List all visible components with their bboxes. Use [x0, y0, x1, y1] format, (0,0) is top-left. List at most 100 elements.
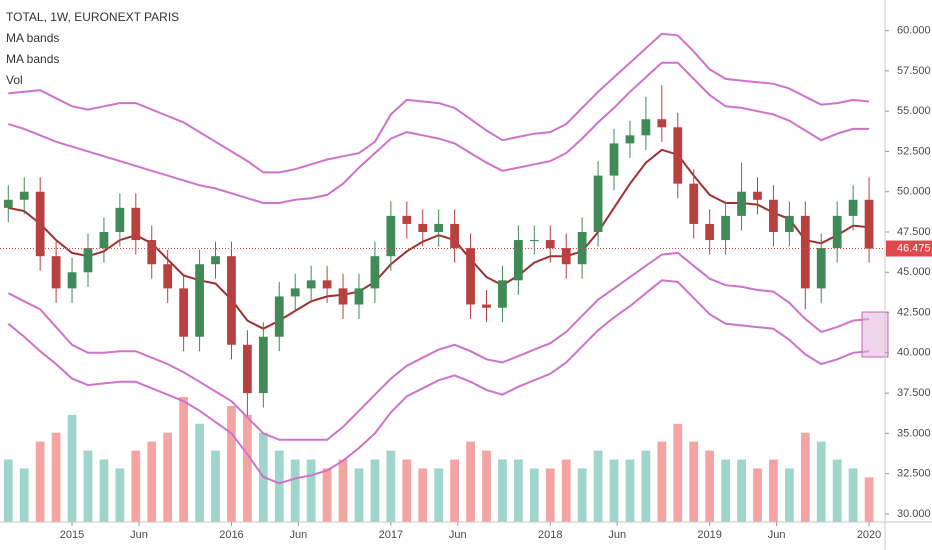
- x-tick-label: 2020: [857, 529, 881, 541]
- last-price-box: [886, 240, 932, 257]
- volume-bar: [83, 450, 93, 522]
- volume-bar: [386, 450, 396, 522]
- candle-body: [83, 248, 93, 273]
- legend-entry: Vol: [6, 73, 23, 87]
- volume-bar: [434, 468, 444, 522]
- candle-body: [386, 215, 396, 257]
- volume-bar: [19, 468, 29, 522]
- x-tick-label: Jun: [768, 529, 786, 541]
- candle-body: [625, 135, 635, 144]
- volume-bar: [163, 432, 173, 522]
- candle-body: [322, 280, 332, 289]
- candle-body: [832, 215, 842, 249]
- candle-body: [258, 336, 268, 394]
- volume-bar: [131, 450, 141, 522]
- volume-bar: [498, 459, 507, 522]
- y-tick-label: 50.000: [897, 186, 931, 198]
- candle-body: [227, 256, 236, 345]
- candle-body: [3, 199, 13, 208]
- candle-body: [290, 288, 300, 297]
- candle-body: [51, 256, 61, 289]
- x-tick-label: 2018: [538, 529, 562, 541]
- volume-bar: [322, 468, 332, 522]
- x-tick-label: Jun: [130, 529, 148, 541]
- candle-body: [769, 199, 778, 232]
- volume-bar: [99, 459, 109, 522]
- candle-body: [370, 256, 380, 289]
- candle-body: [737, 191, 746, 216]
- volume-bar: [625, 459, 635, 522]
- candle-body: [641, 119, 651, 136]
- candle-body: [593, 175, 603, 232]
- candle-body: [705, 223, 715, 241]
- volume-bar: [370, 459, 380, 522]
- y-tick-label: 35.000: [897, 427, 931, 439]
- volume-bar: [609, 459, 619, 522]
- candle-body: [753, 191, 762, 200]
- candle-body: [673, 127, 683, 184]
- candle-body: [609, 143, 619, 176]
- plot-area: [0, 32, 885, 522]
- volume-bar: [338, 459, 348, 522]
- candle-body: [67, 272, 77, 289]
- line: [8, 32, 870, 174]
- candle-body: [784, 215, 794, 232]
- y-tick-label: 42.500: [897, 306, 931, 318]
- volume-bar: [816, 441, 826, 522]
- candle-body: [434, 223, 444, 232]
- volume-bar: [211, 450, 220, 522]
- volume-bar: [705, 450, 715, 522]
- volume-bar: [673, 423, 683, 522]
- y-tick-label: 52.500: [897, 145, 931, 157]
- y-tick-label: 30.000: [897, 508, 931, 520]
- volume-bar: [864, 477, 874, 522]
- candle-body: [816, 248, 826, 289]
- volume-bar: [3, 459, 13, 522]
- volume-bar: [195, 423, 204, 522]
- legend-entry: MA bands: [6, 31, 59, 45]
- candle-body: [147, 240, 157, 265]
- volume-bar: [689, 441, 699, 522]
- candle-body: [131, 207, 141, 241]
- volume-bar: [306, 459, 316, 522]
- y-tick-label: 40.000: [897, 347, 931, 359]
- volume-bar: [721, 459, 730, 522]
- y-tick-label: 45.000: [897, 266, 931, 278]
- volume-bar: [243, 414, 252, 522]
- candle-body: [243, 344, 252, 394]
- candle-body: [195, 264, 204, 337]
- volume-bar: [227, 405, 236, 522]
- x-tick-label: Jun: [608, 529, 626, 541]
- x-tick-label: 2015: [60, 529, 84, 541]
- candle-body: [529, 240, 539, 242]
- candle-body: [545, 240, 555, 249]
- candle-body: [402, 215, 412, 224]
- volume-bar: [450, 459, 459, 522]
- volume-bar: [35, 441, 45, 522]
- candle-body: [848, 199, 858, 216]
- candle-body: [418, 223, 428, 232]
- last-price-label: 46.475: [897, 242, 931, 254]
- volume-bar: [657, 441, 667, 522]
- y-tick-label: 47.500: [897, 226, 931, 238]
- volume-bar: [593, 450, 603, 522]
- line: [7, 279, 870, 485]
- volume-bar: [784, 468, 794, 522]
- volume-bar: [482, 450, 491, 522]
- volume-bar: [513, 459, 523, 522]
- legend-entry: MA bands: [6, 52, 59, 66]
- y-tick-label: 32.500: [897, 468, 931, 480]
- candle-body: [35, 191, 45, 257]
- volume-bar: [354, 468, 364, 522]
- volume-bar: [466, 441, 475, 522]
- volume-bar: [832, 459, 842, 522]
- volume-bar: [290, 459, 300, 522]
- candle-body: [163, 264, 173, 289]
- volume-bar: [402, 459, 412, 522]
- candle-body: [498, 280, 507, 308]
- candle-body: [800, 215, 810, 289]
- volume-bar: [641, 450, 651, 522]
- candle-body: [466, 248, 475, 305]
- x-tick-label: 2019: [697, 529, 721, 541]
- candle-body: [561, 248, 571, 265]
